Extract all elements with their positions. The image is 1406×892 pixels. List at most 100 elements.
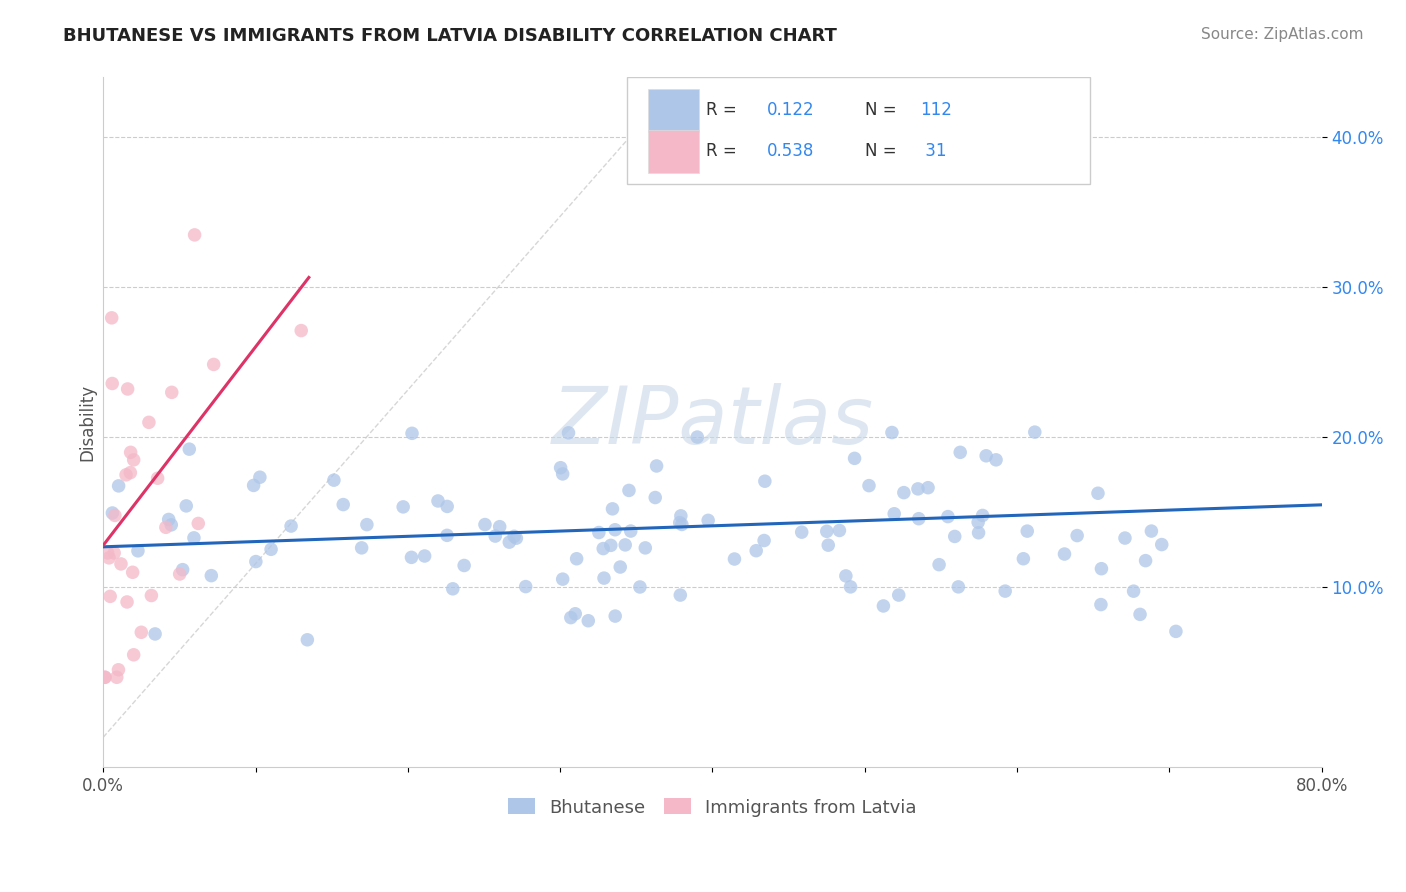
Point: [671, 517, 693, 532]
Point: [115, 467, 138, 482]
Point: [883, 507, 905, 521]
Text: 31: 31: [920, 143, 946, 161]
Point: [245, 555, 267, 569]
Point: [401, 426, 423, 441]
Point: [839, 580, 862, 594]
Point: [155, 520, 177, 534]
Point: [754, 474, 776, 488]
Point: [1122, 584, 1144, 599]
Point: [174, 499, 197, 513]
Point: [1053, 547, 1076, 561]
Point: [202, 358, 225, 372]
Point: [967, 515, 990, 529]
Point: [588, 525, 610, 540]
Point: [880, 425, 903, 440]
Point: [1140, 524, 1163, 538]
Point: [605, 609, 627, 624]
Point: [160, 385, 183, 400]
Point: [413, 549, 436, 563]
Point: [984, 453, 1007, 467]
Point: [628, 580, 651, 594]
Point: [120, 466, 142, 480]
Point: [669, 508, 692, 523]
Text: ZIPatlas: ZIPatlas: [551, 384, 873, 461]
Text: 0.122: 0.122: [768, 102, 815, 120]
Point: [645, 458, 668, 473]
Point: [322, 473, 344, 487]
Point: [599, 538, 621, 552]
Point: [505, 531, 527, 545]
FancyBboxPatch shape: [648, 130, 699, 173]
Point: [1087, 486, 1109, 500]
Y-axis label: Disability: Disability: [79, 384, 96, 461]
Point: [503, 529, 526, 543]
Point: [93, 670, 115, 684]
Point: [550, 460, 572, 475]
Point: [436, 528, 458, 542]
Point: [169, 567, 191, 582]
Point: [436, 500, 458, 514]
Point: [117, 382, 139, 396]
Point: [107, 479, 129, 493]
Point: [115, 595, 138, 609]
Point: [122, 648, 145, 662]
Point: [121, 566, 143, 580]
Point: [948, 580, 970, 594]
Point: [602, 501, 624, 516]
Point: [994, 584, 1017, 599]
Point: [609, 560, 631, 574]
Point: [120, 445, 142, 459]
Point: [183, 227, 205, 242]
Point: [138, 415, 160, 429]
Point: [453, 558, 475, 573]
Point: [686, 430, 709, 444]
Point: [551, 467, 574, 481]
Point: [401, 550, 423, 565]
Point: [1135, 554, 1157, 568]
Point: [1090, 562, 1112, 576]
Point: [893, 485, 915, 500]
Point: [936, 509, 959, 524]
Point: [644, 491, 666, 505]
Point: [592, 541, 614, 556]
Point: [872, 599, 894, 613]
Point: [844, 451, 866, 466]
Point: [350, 541, 373, 555]
Point: [104, 508, 127, 523]
Point: [817, 538, 839, 552]
Point: [183, 531, 205, 545]
Point: [441, 582, 464, 596]
Point: [557, 425, 579, 440]
Point: [484, 529, 506, 543]
Point: [815, 524, 838, 539]
Point: [515, 580, 537, 594]
Point: [474, 517, 496, 532]
Point: [160, 517, 183, 532]
Point: [752, 533, 775, 548]
Point: [100, 310, 122, 325]
Point: [560, 610, 582, 624]
Point: [488, 519, 510, 533]
Point: [129, 625, 152, 640]
Point: [917, 481, 939, 495]
Point: [790, 525, 813, 540]
Point: [565, 551, 588, 566]
Point: [110, 557, 132, 571]
Point: [146, 471, 169, 485]
Point: [669, 588, 692, 602]
Point: [332, 498, 354, 512]
Point: [1164, 624, 1187, 639]
Point: [356, 517, 378, 532]
Point: [745, 543, 768, 558]
Point: [141, 589, 163, 603]
Point: [723, 552, 745, 566]
Point: [122, 453, 145, 467]
Point: [564, 607, 586, 621]
Point: [392, 500, 415, 514]
Point: [98, 590, 121, 604]
Text: Source: ZipAtlas.com: Source: ZipAtlas.com: [1201, 27, 1364, 42]
Point: [101, 506, 124, 520]
FancyBboxPatch shape: [648, 89, 699, 132]
Point: [614, 538, 637, 552]
Legend: Bhutanese, Immigrants from Latvia: Bhutanese, Immigrants from Latvia: [501, 791, 924, 824]
